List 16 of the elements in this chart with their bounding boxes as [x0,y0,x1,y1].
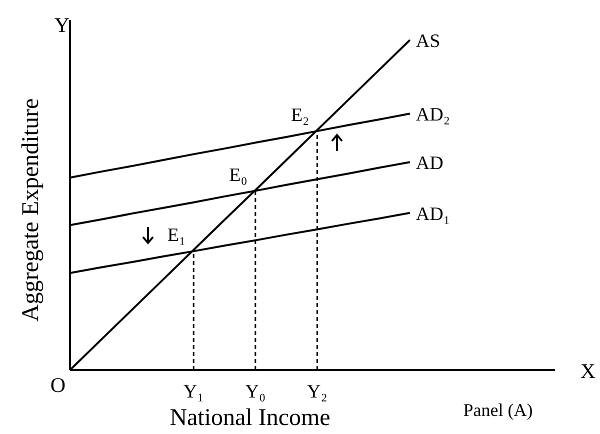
annotation: E₂ [290,105,310,126]
x-tick-label: Y₀ [245,381,266,402]
x-tick-label: Y₁ [183,381,204,402]
series-label: AS [416,31,440,52]
text: O [50,373,66,397]
x-tick-label: Y₂ [307,381,328,402]
series-label: AD₁ [416,204,450,225]
text: Y [54,13,70,37]
series-label: AD [416,153,444,174]
text: Panel (A) [463,400,533,420]
annotation: E₁ [167,225,186,246]
y-axis-title: Aggregate Expenditure [18,98,44,322]
series-label: AD₂ [416,104,450,126]
x-axis-title: National Income [170,405,330,431]
text: X [580,359,596,383]
annotation: E₀ [229,164,248,186]
